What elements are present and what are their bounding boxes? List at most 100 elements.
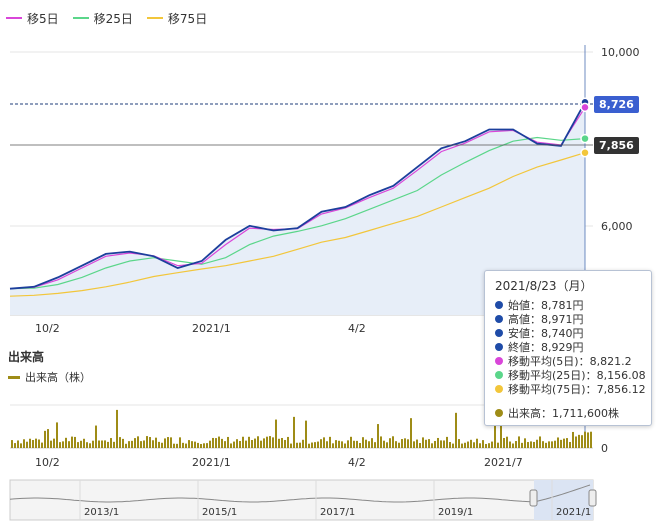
volume-bar <box>284 439 286 448</box>
volume-bar <box>470 439 472 448</box>
volume-bar <box>107 441 109 448</box>
volume-bar <box>77 442 79 448</box>
volume-bar <box>179 437 181 448</box>
volume-bar <box>503 437 505 448</box>
volume-bar <box>119 437 121 448</box>
volume-swatch <box>8 375 20 379</box>
volume-bar <box>83 438 85 448</box>
nav-x-label-3: 2017/1 <box>320 507 355 518</box>
volume-bar <box>410 418 412 448</box>
volume-bar <box>110 438 112 448</box>
volume-bar <box>128 441 130 448</box>
volume-bar <box>287 436 289 448</box>
volume-bar <box>74 436 76 448</box>
volume-bar <box>38 439 40 448</box>
ma75-swatch <box>146 17 163 19</box>
volume-bar <box>236 439 238 448</box>
volume-bar <box>581 435 583 448</box>
volume-bar <box>35 438 37 448</box>
volume-bar <box>395 441 397 448</box>
tooltip-ma5: 移動平均(5日)：8,821.2 <box>508 355 632 368</box>
ma5-dot-icon <box>495 357 503 365</box>
legend-label-ma5: 移5日 <box>27 11 59 26</box>
volume-bar <box>482 440 484 448</box>
volume-bar <box>116 409 118 448</box>
main-x-label-1: 10/2 <box>35 322 60 335</box>
series-line-2 <box>9 136 586 290</box>
crosshair-markers <box>580 97 590 158</box>
volume-bar <box>68 441 70 448</box>
volume-bar <box>122 438 124 448</box>
volume-bar <box>509 441 511 448</box>
volume-bar <box>401 439 403 448</box>
volume-bar <box>578 434 580 448</box>
volume-bar <box>86 442 88 448</box>
volume-bar <box>518 436 520 448</box>
navigator-right-handle[interactable] <box>588 489 597 507</box>
legend-item-ma25[interactable]: 移25日 <box>72 10 133 27</box>
volume-bar <box>302 439 304 448</box>
legend-item-ma5[interactable]: 移5日 <box>6 10 59 27</box>
volume-bar <box>95 425 97 448</box>
nav-x-label-5: 2021/1 <box>556 507 591 518</box>
volume-bar <box>281 437 283 448</box>
volume-bar <box>224 441 226 448</box>
volume-x-label-2: 2021/1 <box>192 456 231 469</box>
volume-bar <box>197 442 199 448</box>
volume-bar <box>521 442 523 448</box>
volume-bar <box>440 440 442 448</box>
volume-bar <box>173 443 175 448</box>
volume-bar <box>524 438 526 448</box>
volume-bar <box>125 443 127 448</box>
volume-bar <box>533 441 535 448</box>
volume-bar <box>308 443 310 448</box>
volume-bar <box>353 440 355 448</box>
volume-legend[interactable]: 出来高（株） <box>8 369 91 385</box>
volume-bar <box>560 439 562 448</box>
marker-2 <box>580 133 590 144</box>
volume-bar <box>134 438 136 448</box>
tooltip-close: 終値：8,929円 <box>508 341 584 354</box>
volume-bar <box>26 441 28 448</box>
volume-bar <box>554 440 556 448</box>
volume-bar <box>473 442 475 448</box>
tooltip-row-low: 安値：8,740円 <box>495 325 584 341</box>
volume-bar <box>515 441 517 448</box>
tooltip-row-open: 始値：8,781円 <box>495 297 584 313</box>
volume-bar <box>443 440 445 448</box>
volume-bar <box>140 441 142 448</box>
legend-label-ma75: 移75日 <box>167 11 208 26</box>
ma-legend: 移5日 移25日 移75日 <box>6 8 207 28</box>
volume-bars <box>11 409 592 448</box>
marker-1 <box>580 102 590 113</box>
volume-bar <box>428 439 430 448</box>
volume-bar <box>320 439 322 448</box>
tooltip-high: 高値：8,971円 <box>508 313 584 326</box>
volume-bar <box>164 438 166 448</box>
volume-bar <box>479 443 481 448</box>
legend-item-ma75[interactable]: 移75日 <box>146 10 208 27</box>
volume-bar <box>188 440 190 448</box>
volume-bar <box>227 436 229 448</box>
volume-bar <box>254 438 256 448</box>
volume-bar <box>149 437 151 448</box>
volume-bar <box>407 439 409 448</box>
tooltip-row-volume: 出来高：1,711,600株 <box>495 405 619 421</box>
volume-bar <box>275 419 277 448</box>
high-dot-icon <box>495 315 503 323</box>
volume-bar <box>359 442 361 448</box>
volume-bar <box>245 440 247 448</box>
volume-bar <box>191 441 193 448</box>
volume-bar <box>392 436 394 448</box>
volume-bar <box>176 443 178 448</box>
volume-bar <box>56 422 58 448</box>
volume-bar <box>557 437 559 448</box>
navigator-left-handle[interactable] <box>529 489 538 507</box>
navigator-frame[interactable] <box>9 479 594 521</box>
tooltip-low: 安値：8,740円 <box>508 327 584 340</box>
nav-x-label-4: 2019/1 <box>438 507 473 518</box>
volume-bar <box>338 440 340 448</box>
volume-bar <box>230 443 232 448</box>
volume-bar <box>590 431 592 448</box>
